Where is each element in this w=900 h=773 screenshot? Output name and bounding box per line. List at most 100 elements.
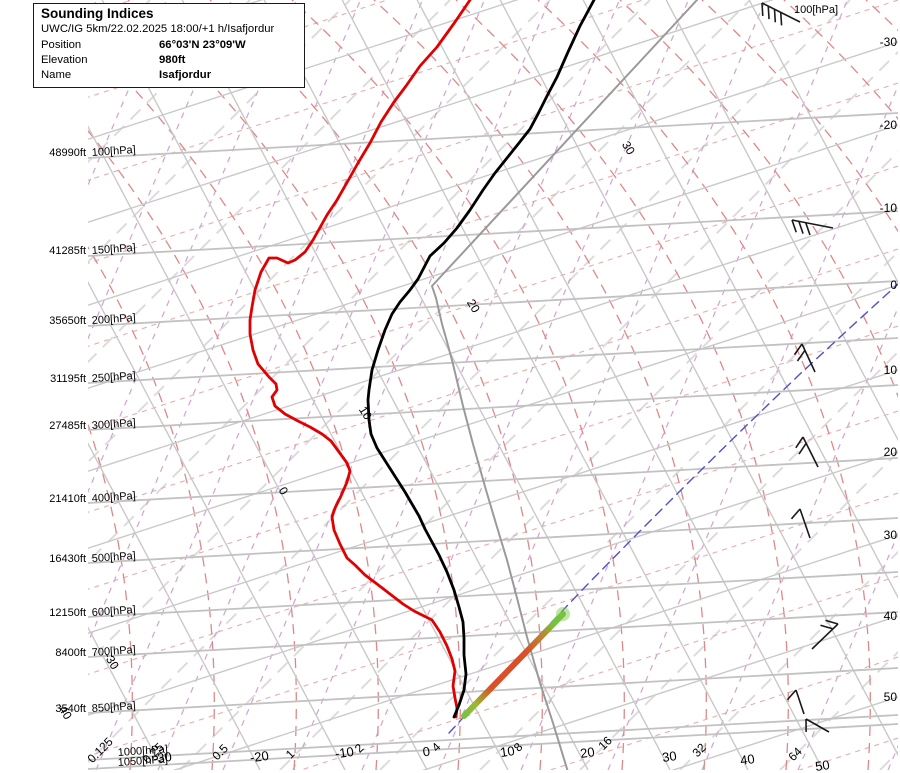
info-value-elevation: 980ft [159, 54, 186, 66]
isobar-line [88, 457, 898, 504]
mixing-ratio-line [88, 0, 298, 494]
dry-adiabat-line [179, 50, 898, 770]
wind-barb-tick [825, 619, 839, 625]
skew-isotherm-line [499, 0, 898, 757]
bottom-axis-temp-label: -30 [152, 749, 173, 766]
isotherm-line [88, 284, 898, 549]
wind-barb-staff [801, 343, 816, 373]
wind-barb-tick [786, 689, 797, 701]
isotherm-line [88, 369, 898, 634]
isobar-line [88, 384, 898, 431]
dry-adiabat-line [88, 0, 651, 564]
bottom-axis-temp-label: -10 [334, 744, 355, 761]
moist-adiabat-line [783, 0, 898, 120]
skew-isotherm-line [748, 0, 898, 284]
skew-isotherm-line [88, 442, 261, 770]
left-axis-hpa-label: 150[hPa] [91, 242, 136, 257]
moist-adiabat-line [127, 0, 461, 770]
isobar-line [88, 714, 898, 761]
info-row-position: Position 66°03'N 23°09'W [41, 38, 297, 53]
right-axis-temp-label: 40 [884, 609, 898, 623]
mixing-ratio-line [88, 0, 362, 645]
bottom-axis-temp-label: 50 [814, 757, 830, 773]
skew-isotherm-line [665, 0, 898, 442]
isobar-line [88, 280, 898, 327]
isotherm-line [88, 207, 898, 472]
right-axis-temp-label: 0 [890, 278, 897, 292]
dry-adiabat-line [88, 0, 551, 464]
left-axis-hpa-label: 1050[hPa] [117, 754, 168, 769]
moist-adiabat-line [209, 0, 543, 770]
left-axis-ft-label: 12150ft [49, 607, 86, 619]
wind-barb-staff [802, 436, 819, 468]
wind-barb-staff [811, 623, 839, 650]
parcel-curve [431, 0, 698, 770]
bottom-axis-temp-label: 30 [661, 748, 677, 765]
wind-barb-staff [791, 219, 834, 229]
isobar-line [88, 611, 898, 658]
isotherm-mid-dashed [88, 248, 898, 513]
isotherm-mid-dashed [797, 737, 898, 770]
wind-barb-tick [820, 624, 834, 630]
wind-barb-staff [799, 508, 811, 539]
wind-barb-staff [805, 718, 830, 733]
info-value-position: 66°03'N 23°09'W [159, 39, 246, 51]
left-axis-hpa-label: 700[hPa] [91, 644, 136, 659]
left-axis-ft-label: 35650ft [49, 315, 86, 327]
left-axis-hpa-label: 600[hPa] [91, 604, 136, 619]
wind-barb-tick [804, 222, 811, 236]
right-axis-temp-label: -30 [880, 35, 898, 49]
bottom-axis-mixing-ratio-label: 0.125 [85, 734, 116, 765]
isobar-line [88, 210, 898, 257]
bottom-axis-temp-label: 10 [499, 743, 515, 760]
moist-adiabat-line [291, 0, 625, 770]
right-axis-temp-label: 10 [884, 363, 898, 377]
temperature-curve [366, 0, 596, 719]
isotherm-inplot-label: 20 [464, 297, 483, 316]
skew-isotherm-line [263, 0, 671, 770]
mixing-ratio-line [222, 0, 551, 770]
info-value-name: Isafjordur [159, 69, 212, 81]
skew-isotherm-line [88, 626, 164, 770]
wind-barb-tick [791, 219, 797, 233]
isobar-line [88, 112, 898, 159]
left-axis-ft-label: 31195ft [50, 373, 86, 385]
bottom-axis-mixing-ratio-label: 32 [689, 740, 709, 760]
isotherm-line [421, 615, 898, 770]
dry-adiabat-line [88, 0, 351, 264]
mixing-ratio-line [701, 306, 898, 770]
info-box-title: Sounding Indices [41, 6, 154, 21]
isobar-line [88, 517, 898, 564]
isotherm-mid-dashed [88, 82, 898, 347]
moist-adiabat-line [701, 0, 898, 233]
wind-barbs-column [761, 2, 839, 733]
isotherm-line [88, 0, 519, 140]
wind-barb-tick [796, 349, 806, 362]
isobar-line [88, 337, 898, 384]
left-axis-ft-label: 8400ft [55, 647, 86, 659]
mixing-ratio-line [607, 84, 898, 770]
isotherm-line [88, 124, 898, 389]
wind-barb-tick [795, 436, 804, 449]
skew-isotherm-line [181, 0, 589, 770]
left-axis-ft-label: 3540ft [55, 703, 86, 715]
lifted-layer-segment [461, 611, 566, 719]
wind-barb-tick [773, 9, 777, 23]
right-axis-temp-label: -10 [880, 201, 898, 215]
left-axis-hpa-label: 500[hPa] [91, 550, 136, 565]
wind-barb-staff [795, 689, 805, 715]
skew-isotherm-line [101, 0, 509, 770]
left-axis-hpa-label: 400[hPa] [91, 490, 136, 505]
bottom-axis-temp-label: 20 [579, 744, 595, 761]
mixing-ratio-line [520, 0, 849, 770]
skew-isotherm-line [416, 0, 824, 770]
left-axis-ft-label: 21410ft [49, 493, 86, 505]
info-row-name: Name Isafjordur [41, 68, 297, 83]
mixing-ratio-line [292, 0, 621, 770]
wind-barb-tick [767, 6, 770, 20]
wind-barb-tick [790, 508, 801, 520]
info-label-position: Position [41, 39, 82, 51]
info-row-elevation: Elevation 980ft [41, 53, 297, 68]
